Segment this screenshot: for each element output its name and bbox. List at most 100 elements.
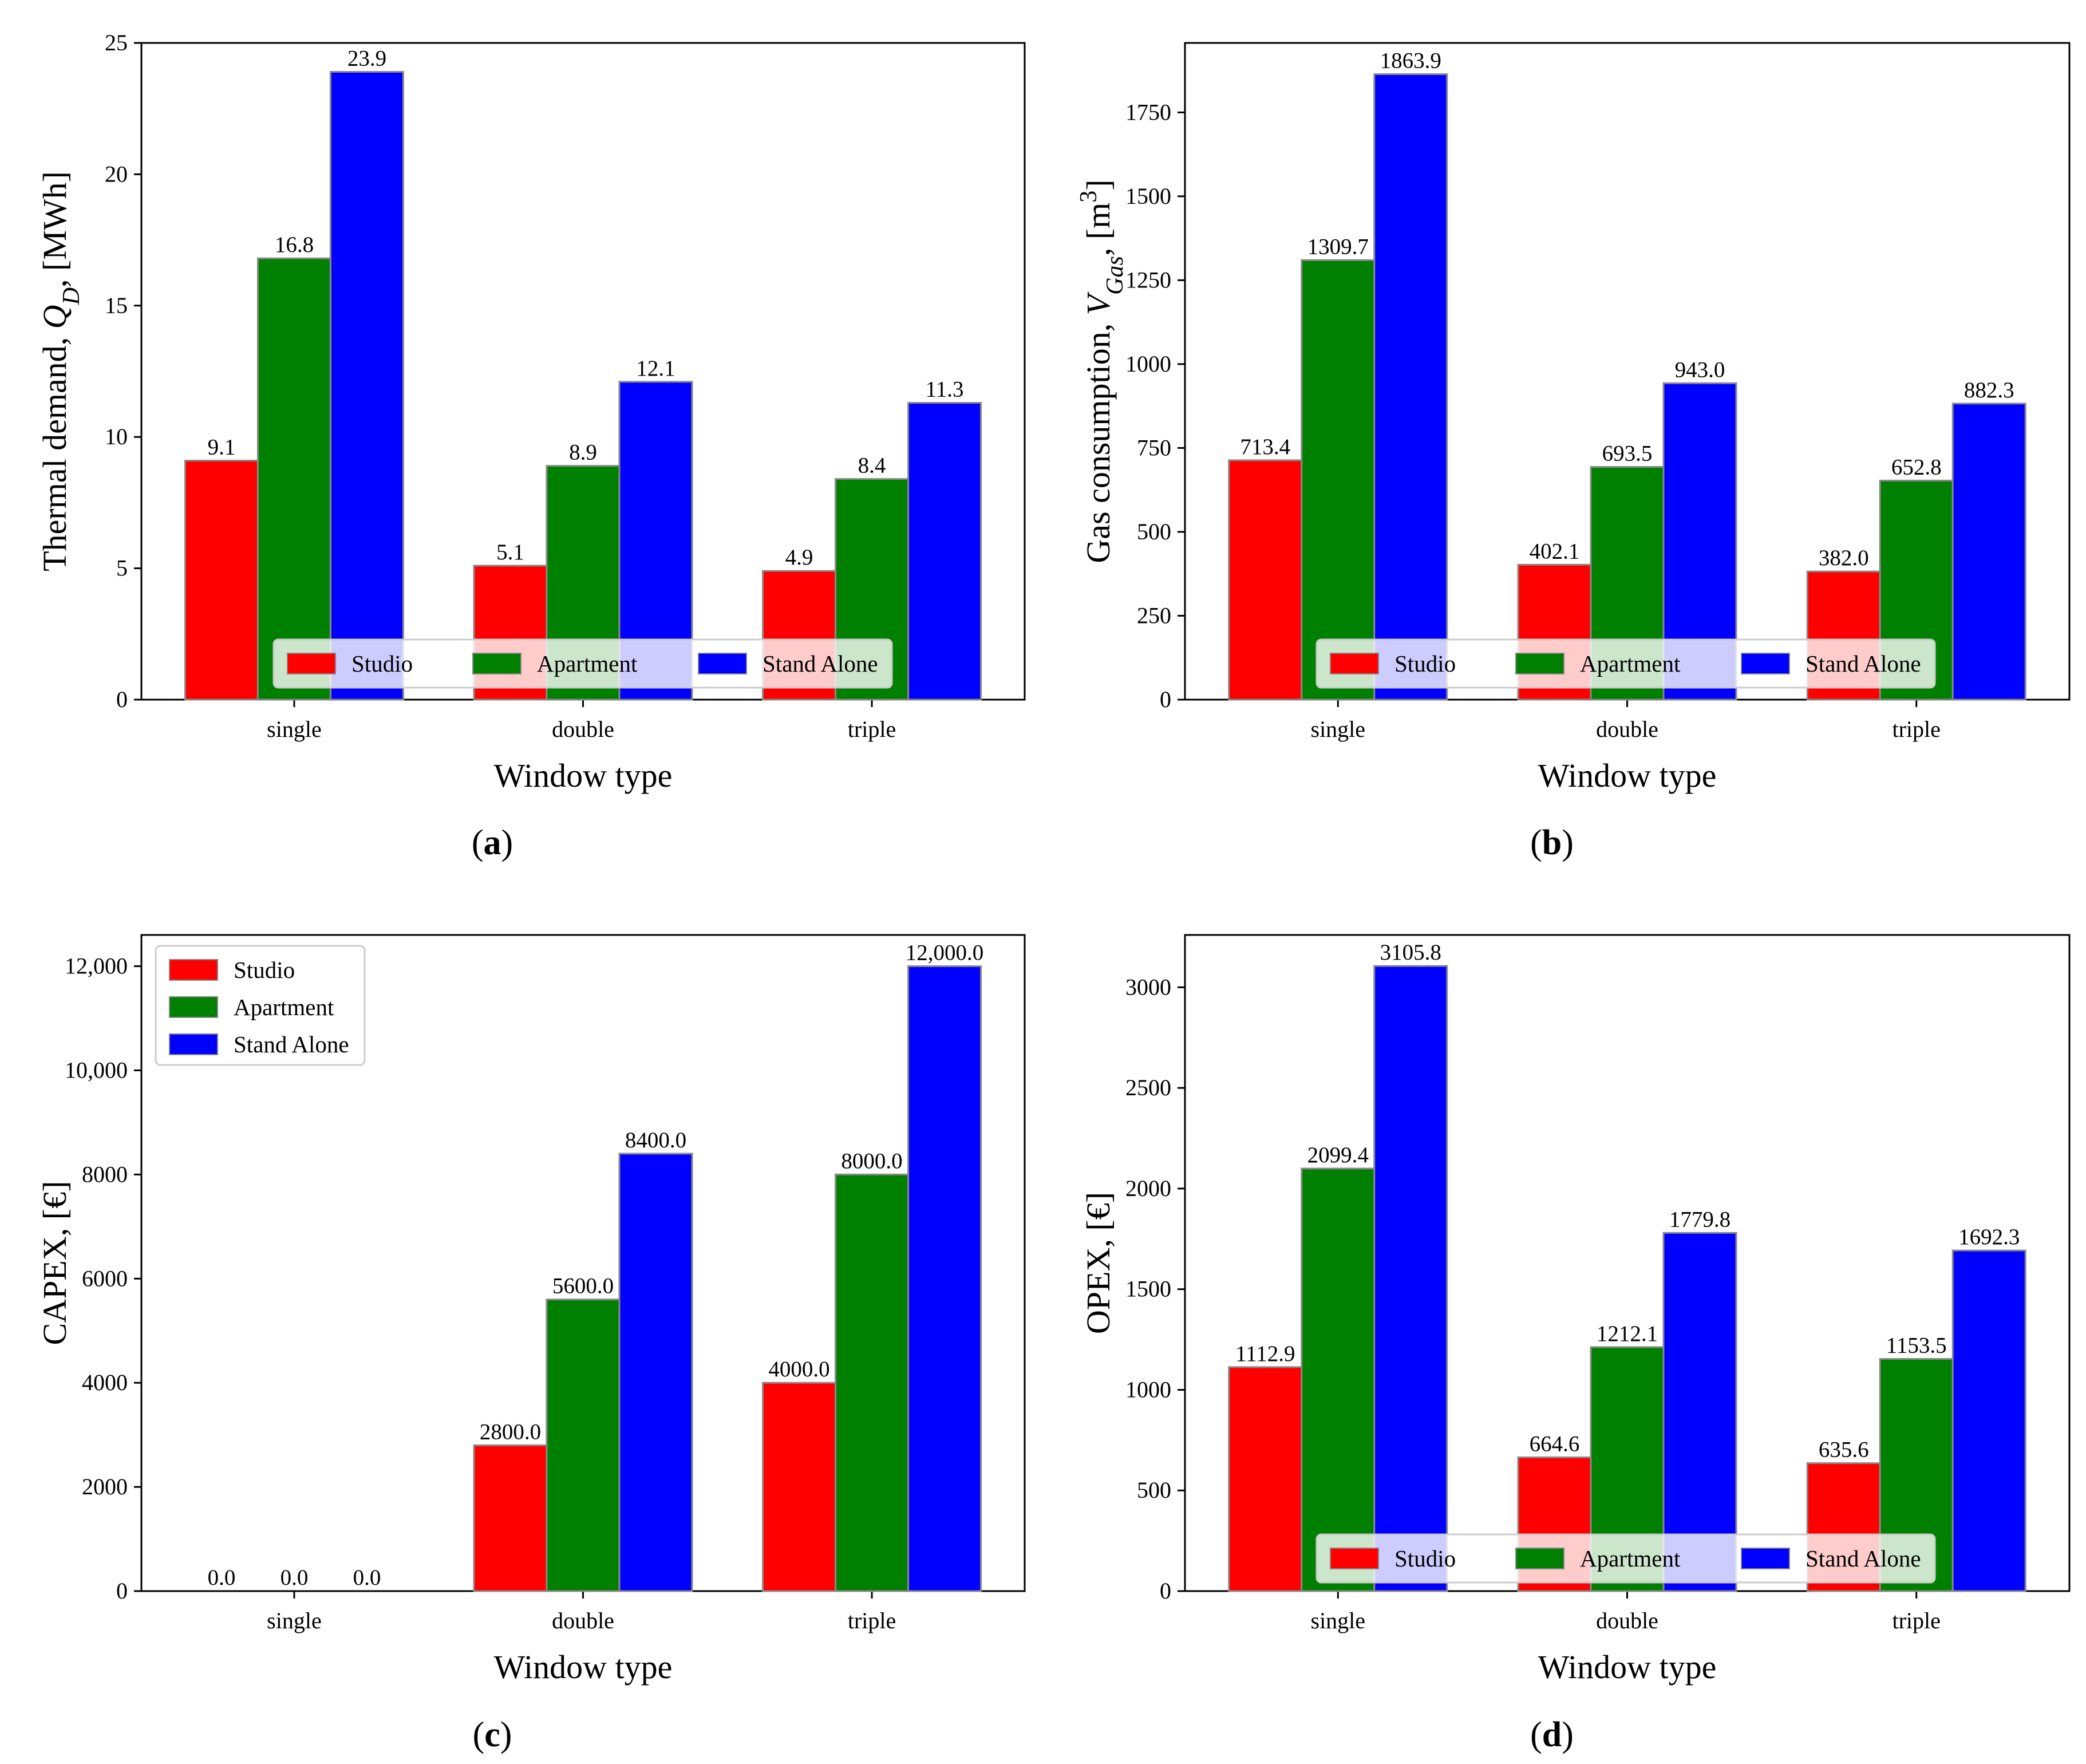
y-tick-label: 20 <box>105 161 128 187</box>
x-tick-label-double: double <box>552 1608 614 1633</box>
y-tick-label: 25 <box>105 30 128 56</box>
chart-panel-c: 0 2000 4000 6000 8000 10,000 12,000 single 0.0 0.… <box>36 934 1026 1754</box>
bar-value-label: 1309.7 <box>1307 234 1369 259</box>
y-tick-label: 500 <box>1137 519 1171 544</box>
bar-value-label: 1212.1 <box>1597 1321 1658 1346</box>
bar-stand-alone-triple <box>907 965 982 1592</box>
legend-swatch-apartment <box>1515 653 1564 674</box>
bar-value-label: 652.8 <box>1891 455 1942 479</box>
bar-value-label: 12,000.0 <box>906 941 984 965</box>
y-tick-label: 4000 <box>82 1370 128 1395</box>
bar-value-label: 9.1 <box>208 435 236 459</box>
bar-stand-alone-single <box>1373 965 1448 1592</box>
y-tick-label: 2500 <box>1125 1075 1171 1100</box>
legend: Studio Apartment Stand Alone <box>1315 1533 1936 1584</box>
bar-value-label: 5600.0 <box>552 1274 614 1299</box>
legend-box <box>1315 638 1936 689</box>
bar-studio-triple <box>762 1382 837 1592</box>
y-tick-label: 1500 <box>1125 183 1171 209</box>
bar-apartment-single <box>1301 1167 1376 1592</box>
legend-swatch-apartment <box>1515 1548 1564 1569</box>
legend-swatch-stand-alone <box>698 653 747 674</box>
y-tick-label: 0 <box>116 686 128 712</box>
legend-label: Apartment <box>537 650 638 677</box>
y-tick-label: 6000 <box>82 1265 128 1291</box>
bar-value-label: 0.0 <box>353 1565 381 1590</box>
bar-stand-alone-double <box>1662 1232 1737 1592</box>
legend: Studio Apartment Stand Alone <box>1315 638 1936 689</box>
bar-value-label: 1112.9 <box>1235 1341 1295 1366</box>
x-axis-title: Window type <box>494 757 673 794</box>
chart-panel-d: 0 500 1000 1500 2000 2500 3000 single 1112.9 2099… <box>1080 934 2071 1754</box>
x-tick-label-single: single <box>1311 716 1366 742</box>
bar-studio-single <box>1228 459 1303 701</box>
bar-value-label: 4.9 <box>785 545 813 570</box>
bar-value-label: 882.3 <box>1964 378 2014 402</box>
y-axis-title: CAPEX, [€] <box>36 1181 73 1345</box>
y-tick-label: 5 <box>116 555 128 581</box>
chart-panel-b: 0 250 500 750 1000 1250 1500 1750 single 713.4 130… <box>1076 42 2071 862</box>
y-tick-label: 12,000 <box>65 953 128 979</box>
panel-caption: (a) <box>472 823 513 862</box>
y-axis-title: OPEX, [€] <box>1080 1192 1117 1334</box>
x-tick-label-double: double <box>1596 1608 1658 1633</box>
legend-label: Studio <box>1394 650 1456 677</box>
bar-value-label: 402.1 <box>1530 539 1580 563</box>
panel-caption: (c) <box>473 1715 512 1754</box>
y-tick-label: 0 <box>1160 1578 1171 1604</box>
legend-box <box>272 638 893 689</box>
legend-box <box>1315 1533 1936 1584</box>
bar-stand-alone-double <box>618 1153 693 1592</box>
bar-value-label: 16.8 <box>275 232 314 257</box>
x-tick-label-single: single <box>267 1608 322 1633</box>
x-tick-label-triple: triple <box>1893 1608 1941 1633</box>
legend-label: Stand Alone <box>1806 1545 1921 1572</box>
y-tick-label: 250 <box>1137 602 1171 628</box>
bar-value-label: 635.6 <box>1819 1438 1869 1462</box>
y-tick-label: 2000 <box>82 1474 128 1499</box>
bar-value-label: 0.0 <box>208 1565 236 1590</box>
x-tick-label-single: single <box>267 716 322 742</box>
y-tick-label: 3000 <box>1125 974 1171 1000</box>
bar-apartment-triple <box>835 1173 910 1592</box>
y-tick-label: 15 <box>105 293 128 318</box>
bar-value-label: 8.4 <box>858 453 886 478</box>
y-tick-label: 1750 <box>1125 99 1171 125</box>
x-tick-label-double: double <box>1596 716 1658 742</box>
legend-swatch-studio <box>1330 653 1379 674</box>
x-axis-title: Window type <box>1538 1648 1717 1686</box>
x-tick-label-triple: triple <box>1893 716 1941 742</box>
legend-swatch-stand-alone <box>169 1033 218 1055</box>
legend-swatch-apartment <box>472 653 522 674</box>
bar-value-label: 382.0 <box>1819 546 1869 570</box>
bar-value-label: 11.3 <box>926 377 964 402</box>
y-tick-label: 1250 <box>1125 267 1171 293</box>
bar-value-label: 693.5 <box>1602 441 1653 466</box>
bar-studio-double <box>473 1444 548 1592</box>
bar-value-label: 1153.5 <box>1886 1333 1947 1358</box>
bar-value-label: 8000.0 <box>841 1149 902 1173</box>
bar-value-label: 3105.8 <box>1380 940 1441 965</box>
bar-apartment-double <box>546 1299 621 1592</box>
legend-swatch-studio <box>169 959 218 981</box>
legend-label: Stand Alone <box>1806 650 1921 677</box>
x-tick-label-triple: triple <box>848 1608 896 1633</box>
bar-value-label: 1692.3 <box>1958 1225 2020 1249</box>
bar-stand-alone-triple <box>907 402 982 701</box>
bar-stand-alone-single <box>1373 73 1448 701</box>
legend-label: Studio <box>1394 1545 1456 1572</box>
y-tick-label: 1500 <box>1125 1276 1171 1302</box>
y-tick-label: 0 <box>1160 686 1171 712</box>
legend-swatch-stand-alone <box>1741 1548 1790 1569</box>
legend: Studio Apartment Stand Alone <box>272 638 893 689</box>
bar-value-label: 12.1 <box>636 356 675 381</box>
bar-value-label: 23.9 <box>347 46 386 70</box>
legend-label: Apartment <box>1580 1545 1681 1572</box>
y-axis-title: Thermal demand, QD, [MWh] <box>36 171 85 571</box>
y-tick-label: 1000 <box>1125 351 1171 377</box>
y-tick-label: 0 <box>116 1578 128 1604</box>
bar-stand-alone-single <box>329 70 404 701</box>
bar-value-label: 8400.0 <box>625 1128 686 1153</box>
y-tick-label: 750 <box>1137 435 1171 460</box>
bar-value-label: 0.0 <box>280 1565 309 1590</box>
